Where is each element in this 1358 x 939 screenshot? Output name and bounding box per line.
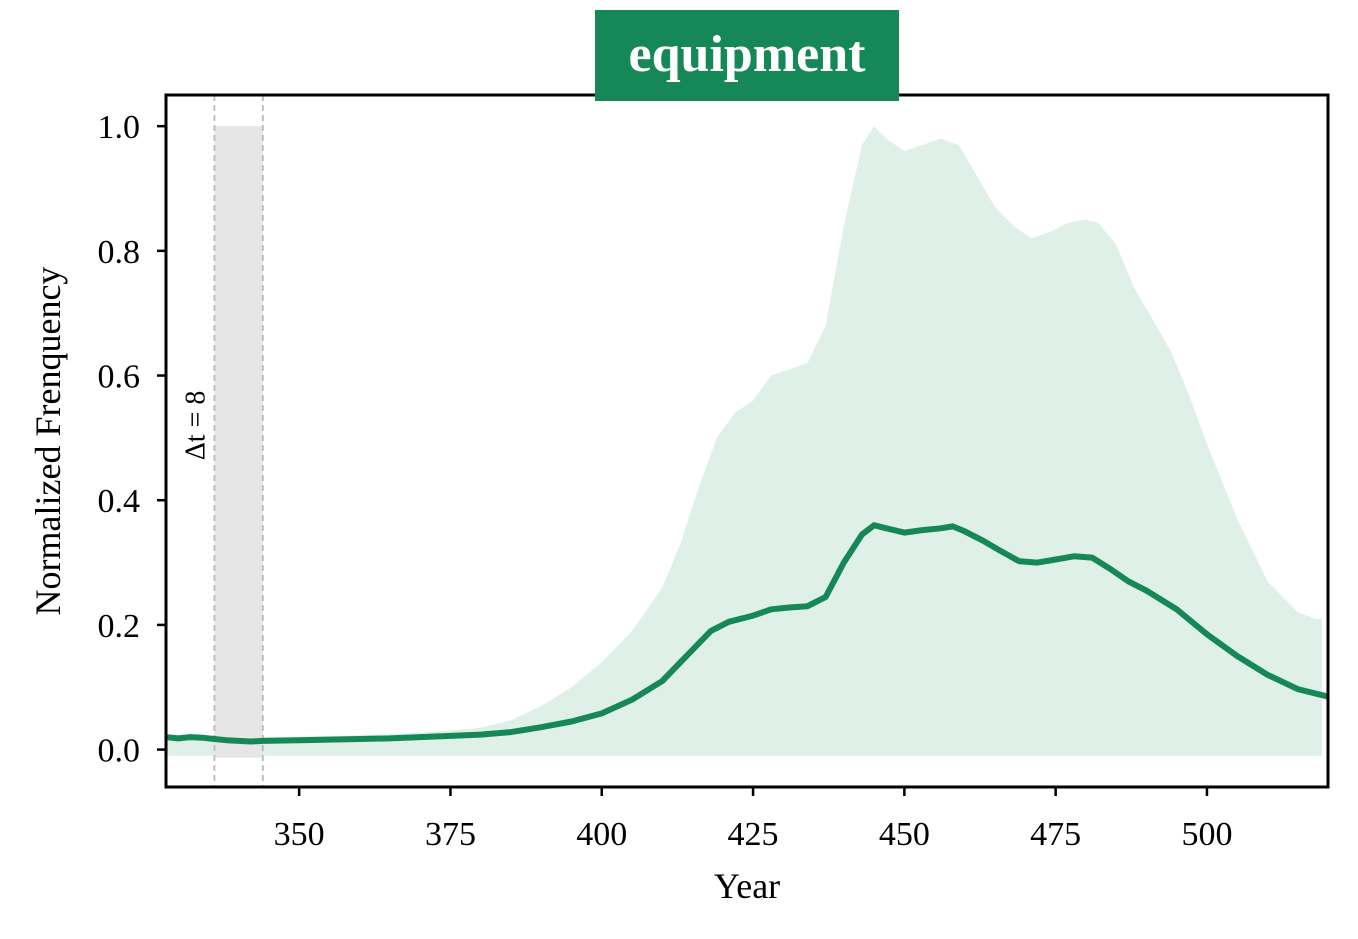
- confidence-band-layer: [166, 126, 1322, 756]
- y-tick-label: 0.8: [98, 234, 141, 271]
- time-window-span: [213, 95, 264, 787]
- x-axis-ticks: 350 375 400 425 450 475 500: [274, 787, 1232, 853]
- x-tick-label: 425: [728, 816, 779, 853]
- confidence-band: [166, 126, 1322, 756]
- x-tick-label: 375: [425, 816, 476, 853]
- x-tick-label: 475: [1030, 816, 1081, 853]
- y-tick-label: 0.2: [98, 608, 141, 645]
- x-tick-label: 450: [879, 816, 930, 853]
- y-tick-label: 0.6: [98, 359, 141, 396]
- y-tick-label: 0.4: [98, 483, 141, 520]
- x-tick-label: 500: [1181, 816, 1232, 853]
- x-axis-title: Year: [714, 866, 780, 906]
- chart-title-box: equipment: [595, 10, 899, 101]
- x-tick-label: 400: [576, 816, 627, 853]
- annotation-layer: Δt = 8: [180, 391, 211, 461]
- chart-title: equipment: [629, 26, 867, 83]
- y-tick-label: 1.0: [98, 109, 141, 146]
- title-background: [595, 10, 899, 101]
- y-tick-label: 0.0: [98, 733, 141, 770]
- time-window-rect: [214, 126, 263, 758]
- frequency-line: [166, 522, 1328, 745]
- y-axis-title: Normalized Frenquency: [28, 267, 68, 616]
- y-axis-ticks: 0.0 0.2 0.4 0.6 0.8 1.0: [98, 109, 166, 770]
- x-tick-label: 350: [274, 816, 325, 853]
- frequency-line-layer: [166, 522, 1328, 745]
- delta-t-annotation: Δt = 8: [180, 391, 211, 461]
